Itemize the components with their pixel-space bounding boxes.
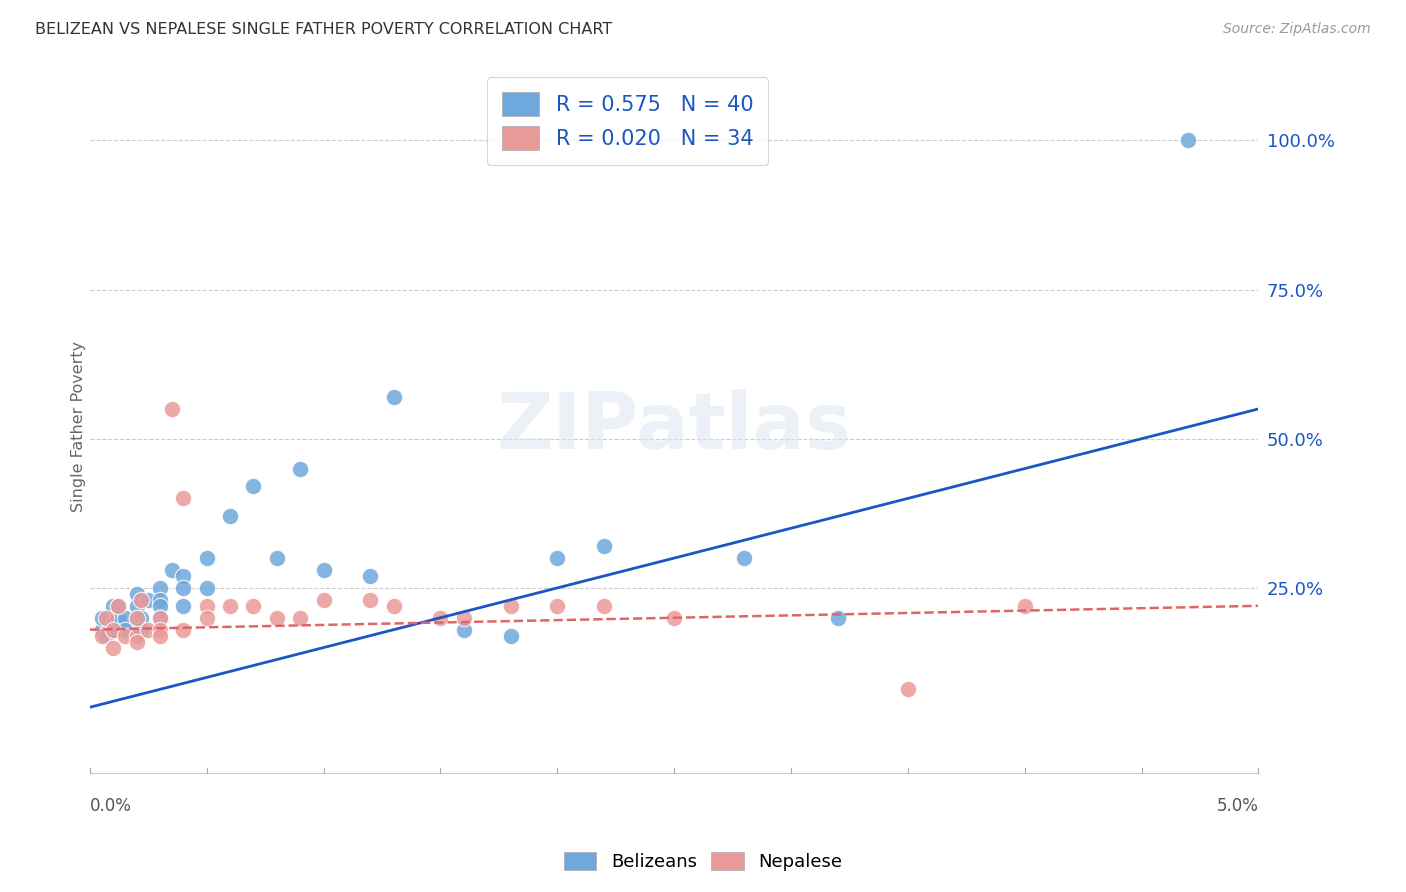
Point: [103, 623, 125, 637]
Point: [107, 599, 129, 613]
Point: [266, 551, 288, 566]
Point: [114, 629, 136, 643]
Point: [107, 611, 129, 625]
Point: [172, 599, 194, 613]
Point: [125, 599, 148, 613]
Point: [593, 539, 616, 553]
Point: [546, 551, 568, 566]
Point: [219, 599, 242, 613]
Point: [129, 611, 152, 625]
Text: ZIPatlas: ZIPatlas: [496, 389, 852, 465]
Point: [499, 599, 522, 613]
Point: [593, 599, 616, 613]
Point: [172, 581, 194, 595]
Point: [103, 599, 125, 613]
Point: [149, 629, 172, 643]
Point: [172, 569, 194, 583]
Point: [499, 629, 522, 643]
Point: [107, 599, 129, 613]
Point: [103, 616, 125, 631]
Point: [312, 563, 335, 577]
Text: 0.0%: 0.0%: [90, 797, 132, 814]
Point: [129, 592, 152, 607]
Point: [453, 611, 475, 625]
Point: [1014, 599, 1036, 613]
Point: [96, 611, 118, 625]
Point: [90, 611, 112, 625]
Point: [827, 611, 849, 625]
Point: [195, 611, 218, 625]
Point: [266, 611, 288, 625]
Point: [290, 611, 312, 625]
Point: [149, 599, 172, 613]
Point: [429, 611, 451, 625]
Point: [546, 599, 568, 613]
Point: [149, 592, 172, 607]
Point: [172, 491, 194, 506]
Point: [149, 581, 172, 595]
Point: [103, 623, 125, 637]
Point: [103, 640, 125, 655]
Point: [149, 623, 172, 637]
Point: [114, 623, 136, 637]
Legend: Belizeans, Nepalese: Belizeans, Nepalese: [557, 845, 849, 879]
Point: [96, 629, 118, 643]
Point: [242, 599, 264, 613]
Point: [662, 611, 685, 625]
Point: [359, 592, 381, 607]
Point: [160, 563, 183, 577]
Point: [90, 629, 112, 643]
Point: [125, 629, 148, 643]
Point: [195, 551, 218, 566]
Point: [1177, 133, 1199, 147]
Point: [359, 569, 381, 583]
Legend: R = 0.575   N = 40, R = 0.020   N = 34: R = 0.575 N = 40, R = 0.020 N = 34: [486, 78, 768, 165]
Text: 5.0%: 5.0%: [1216, 797, 1258, 814]
Point: [172, 623, 194, 637]
Point: [195, 581, 218, 595]
Point: [129, 623, 152, 637]
Point: [136, 623, 159, 637]
Point: [453, 623, 475, 637]
Point: [125, 634, 148, 648]
Point: [382, 599, 405, 613]
Point: [219, 509, 242, 524]
Y-axis label: Single Father Poverty: Single Father Poverty: [72, 342, 86, 512]
Text: BELIZEAN VS NEPALESE SINGLE FATHER POVERTY CORRELATION CHART: BELIZEAN VS NEPALESE SINGLE FATHER POVER…: [35, 22, 613, 37]
Point: [290, 461, 312, 475]
Point: [242, 479, 264, 493]
Point: [312, 592, 335, 607]
Point: [125, 587, 148, 601]
Point: [195, 599, 218, 613]
Point: [114, 611, 136, 625]
Point: [382, 390, 405, 404]
Point: [733, 551, 755, 566]
Point: [160, 401, 183, 416]
Point: [149, 611, 172, 625]
Point: [149, 611, 172, 625]
Point: [125, 611, 148, 625]
Point: [90, 623, 112, 637]
Point: [136, 592, 159, 607]
Text: Source: ZipAtlas.com: Source: ZipAtlas.com: [1223, 22, 1371, 37]
Point: [125, 611, 148, 625]
Point: [897, 682, 920, 697]
